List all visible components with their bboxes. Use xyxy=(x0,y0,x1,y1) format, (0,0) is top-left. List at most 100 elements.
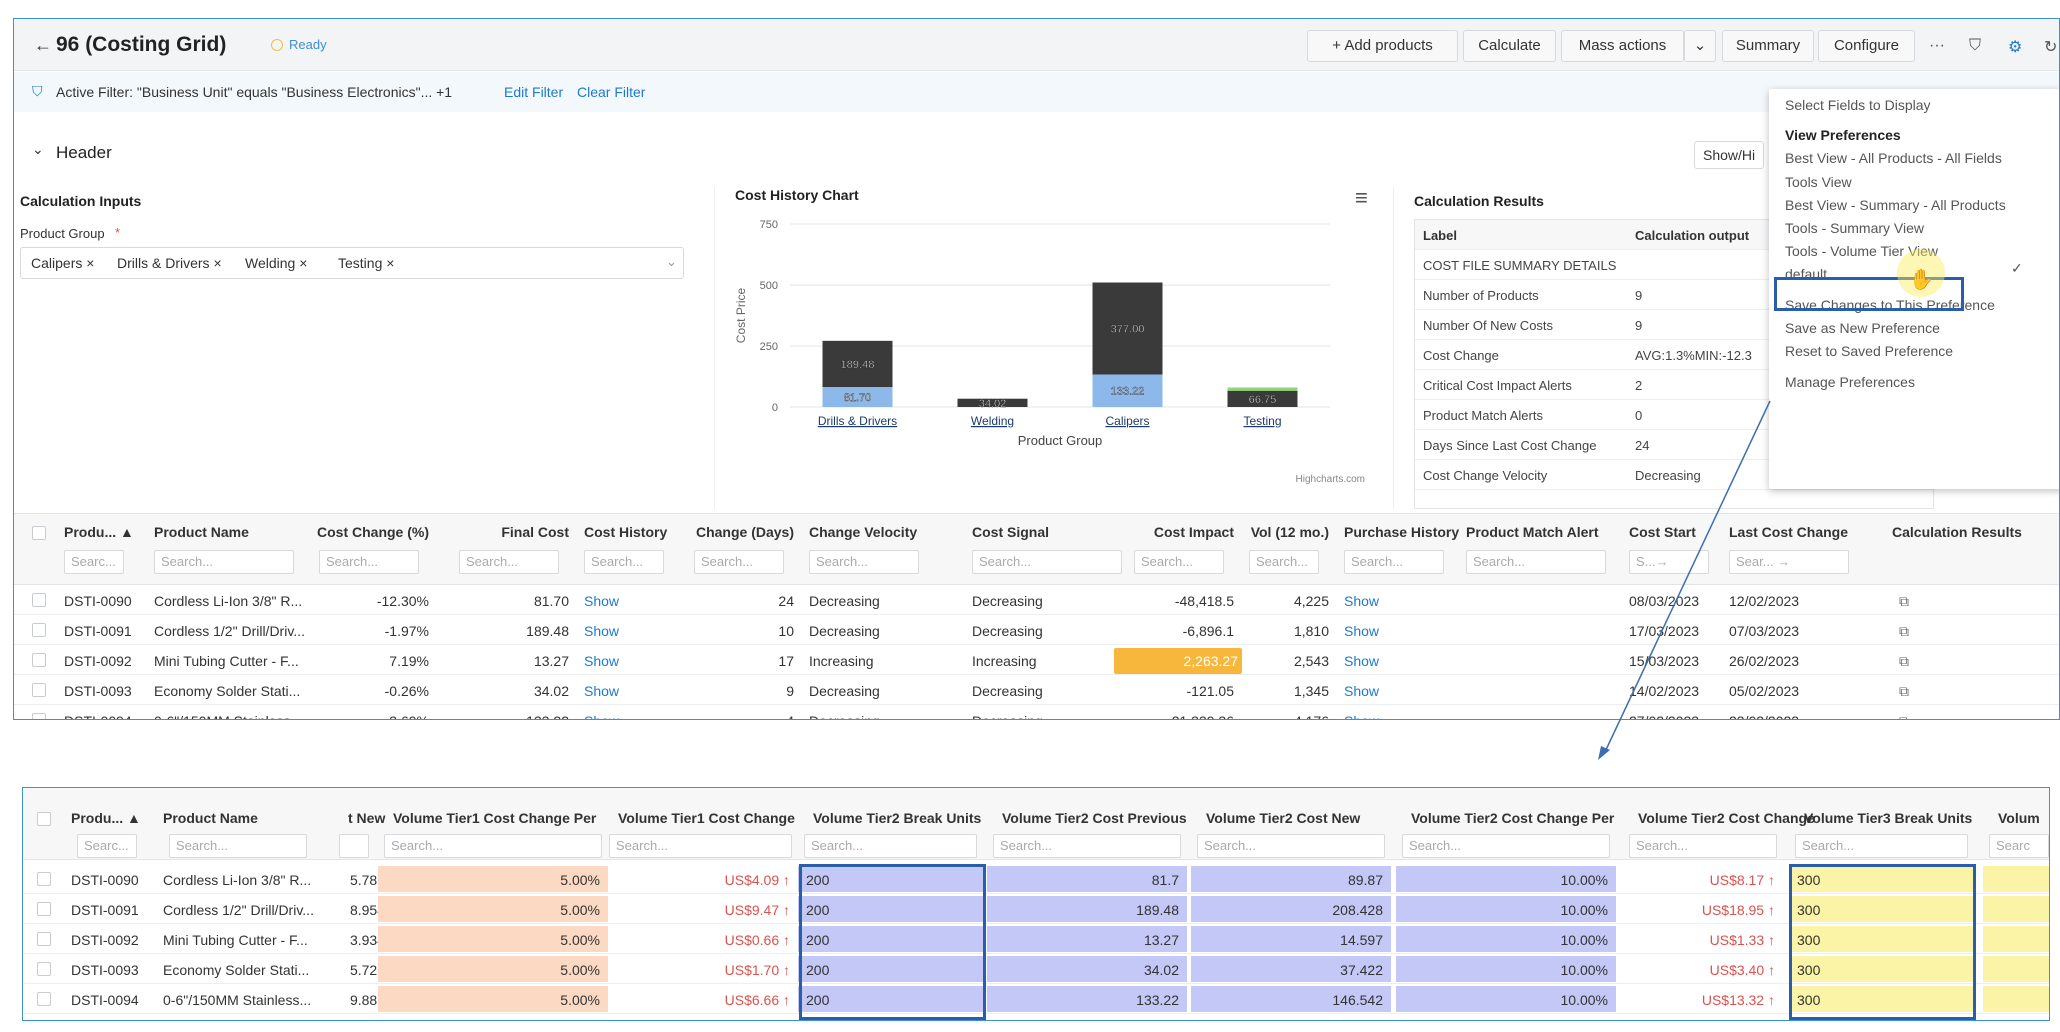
dropdown-chevron-icon[interactable]: ⌄ xyxy=(666,254,677,269)
select-all-checkbox[interactable] xyxy=(32,526,46,540)
cell-ph[interactable]: Show xyxy=(1344,713,1379,719)
grid2-column-search[interactable] xyxy=(339,834,369,858)
settings-icon[interactable]: ⚙ xyxy=(2008,39,2023,56)
grid-column-header[interactable]: Purchase History xyxy=(1344,524,1460,540)
chart-menu-icon[interactable]: ≡ xyxy=(1355,185,1368,210)
menu-item[interactable]: Reset to Saved Preference xyxy=(1785,343,1954,359)
grid-column-header[interactable]: Change (Days) xyxy=(695,524,794,540)
grid2-column-header[interactable]: Volume Tier2 Cost Change Per xyxy=(1411,810,1615,826)
table-row[interactable]: DSTI-0090 Cordless Li-Ion 3/8" R... 5.785 5… xyxy=(23,864,2049,894)
grid2-column-header[interactable]: Volume Tier1 Cost Change xyxy=(618,810,795,826)
edit-filter-link[interactable]: Edit Filter xyxy=(504,84,564,100)
row-checkbox[interactable] xyxy=(37,992,51,1006)
grid-column-search[interactable]: Sear... → xyxy=(1729,550,1849,574)
open-record-icon[interactable]: ⧉ xyxy=(1899,713,1909,719)
grid2-column-header[interactable]: Volume Tier2 Break Units xyxy=(813,810,982,826)
cell-ph[interactable]: Show xyxy=(1344,683,1380,699)
grid-column-header[interactable]: Product Match Alert xyxy=(1466,524,1599,540)
grid2-column-header[interactable]: Volume Tier2 Cost New xyxy=(1206,810,1361,826)
grid-column-search[interactable]: Search... xyxy=(459,550,559,574)
grid-column-search[interactable]: S...→ xyxy=(1629,550,1709,574)
filter-icon[interactable]: ⛉ xyxy=(1969,37,1982,54)
product-group-select[interactable]: Calipers × Drills & Drivers × Welding × … xyxy=(20,247,684,279)
grid-column-header[interactable]: Final Cost xyxy=(501,524,569,540)
grid-column-search[interactable]: Search... xyxy=(319,550,419,574)
menu-item[interactable]: Tools - Volume Tier View xyxy=(1785,243,1939,259)
back-arrow-icon[interactable]: ← xyxy=(34,35,52,55)
menu-item[interactable]: Best View - All Products - All Fields xyxy=(1785,150,2002,166)
table-row[interactable]: DSTI-0094 0-6"/150MM Stainless... 9.881 5.0… xyxy=(23,984,2049,1014)
grid-column-header[interactable]: Cost Start xyxy=(1629,524,1696,540)
grid-column-search[interactable]: Search... xyxy=(154,550,294,574)
open-record-icon[interactable]: ⧉ xyxy=(1899,623,1909,639)
table-row[interactable]: DSTI-0094 0-6"/150MM Stainless...-3.69% 13… xyxy=(14,705,2059,719)
grid-column-header[interactable]: Calculation Results xyxy=(1892,524,2022,540)
table-row[interactable]: DSTI-0093 Economy Solder Stati... 5.721 5.0… xyxy=(23,954,2049,984)
grid2-column-header[interactable]: Volum xyxy=(1998,810,2040,826)
table-row[interactable]: DSTI-0092 Mini Tubing Cutter - F... 7.19% 1… xyxy=(14,645,2059,675)
select-all-checkbox[interactable] xyxy=(37,812,51,826)
grid2-column-search[interactable]: Search... xyxy=(804,834,977,858)
cell-ph[interactable]: Show xyxy=(1344,593,1380,609)
grid2-column-search[interactable]: Search... xyxy=(1795,834,1968,858)
grid-column-search[interactable]: Search... xyxy=(584,550,664,574)
row-checkbox[interactable] xyxy=(37,932,51,946)
grid2-column-search[interactable]: Search... xyxy=(1629,834,1777,858)
cell-hist[interactable]: Show xyxy=(584,713,619,719)
open-record-icon[interactable]: ⧉ xyxy=(1899,653,1909,669)
row-checkbox[interactable] xyxy=(32,593,46,607)
row-checkbox[interactable] xyxy=(32,653,46,667)
grid-column-search[interactable]: Search... xyxy=(1344,550,1444,574)
clear-filter-link[interactable]: Clear Filter xyxy=(577,84,646,100)
grid2-column-header[interactable]: Volume Tier1 Cost Change Per xyxy=(393,810,597,826)
show-hide-button[interactable]: Show/Hi xyxy=(1694,141,1764,169)
grid2-column-header[interactable]: Volume Tier2 Cost Change xyxy=(1638,810,1815,826)
grid-column-search[interactable]: Search... xyxy=(1249,550,1319,574)
grid-column-header[interactable]: Cost Signal xyxy=(972,524,1050,540)
grid2-column-search[interactable]: Search... xyxy=(169,834,307,858)
grid-column-header[interactable]: Vol (12 mo.) xyxy=(1250,524,1329,540)
cell-hist[interactable]: Show xyxy=(584,623,620,639)
refresh-icon[interactable]: ↻ xyxy=(2044,39,2058,56)
row-checkbox[interactable] xyxy=(37,902,51,916)
grid2-column-search[interactable]: Search... xyxy=(993,834,1181,858)
grid-column-header[interactable]: Change Velocity xyxy=(809,524,918,540)
row-checkbox[interactable] xyxy=(32,683,46,697)
mass-actions-chevron-icon[interactable]: ⌄ xyxy=(1684,30,1716,62)
mass-actions-button[interactable]: Mass actions xyxy=(1561,30,1684,62)
grid-column-search[interactable]: Searc... xyxy=(64,550,124,574)
cell-hist[interactable]: Show xyxy=(584,683,620,699)
open-record-icon[interactable]: ⧉ xyxy=(1899,683,1909,699)
section-header-title[interactable]: Header xyxy=(56,143,112,162)
configure-button[interactable]: Configure xyxy=(1818,30,1915,62)
grid-column-header[interactable]: Product Name xyxy=(154,524,249,540)
tag-welding[interactable]: Welding × xyxy=(245,255,308,271)
grid2-column-search[interactable]: Search... xyxy=(384,834,602,858)
cell-hist[interactable]: Show xyxy=(584,653,620,669)
table-row[interactable]: DSTI-0091 Cordless 1/2" Drill/Driv... -1.9… xyxy=(14,615,2059,645)
grid-column-search[interactable]: Search... xyxy=(1466,550,1606,574)
grid-column-header[interactable]: Last Cost Change xyxy=(1729,524,1849,540)
row-checkbox[interactable] xyxy=(32,623,46,637)
cell-ph[interactable]: Show xyxy=(1344,623,1380,639)
grid2-column-search[interactable]: Search... xyxy=(1197,834,1385,858)
grid2-column-search[interactable]: Search... xyxy=(609,834,792,858)
cell-hist[interactable]: Show xyxy=(584,593,620,609)
add-products-button[interactable]: + Add products xyxy=(1307,30,1458,62)
collapse-chevron-icon[interactable]: ⌄ xyxy=(32,141,44,157)
more-icon[interactable]: ··· xyxy=(1929,37,1945,54)
grid2-column-search[interactable]: Search... xyxy=(1402,834,1610,858)
grid-column-search[interactable]: Search... xyxy=(1134,550,1224,574)
open-record-icon[interactable]: ⧉ xyxy=(1899,593,1909,609)
grid2-column-header[interactable]: t New xyxy=(348,810,386,826)
menu-item[interactable]: Tools View xyxy=(1785,174,1852,190)
grid-column-header[interactable]: Produ... ▲ xyxy=(64,524,134,540)
grid2-column-header[interactable]: Product Name xyxy=(163,810,258,826)
tag-calipers[interactable]: Calipers × xyxy=(31,255,95,271)
row-checkbox[interactable] xyxy=(37,962,51,976)
grid-column-header[interactable]: Cost History xyxy=(584,524,668,540)
tag-testing[interactable]: Testing × xyxy=(338,255,395,271)
cell-ph[interactable]: Show xyxy=(1344,653,1380,669)
menu-item[interactable]: Select Fields to Display xyxy=(1785,97,1931,113)
grid2-column-header[interactable]: Produ... ▲ xyxy=(71,810,141,826)
